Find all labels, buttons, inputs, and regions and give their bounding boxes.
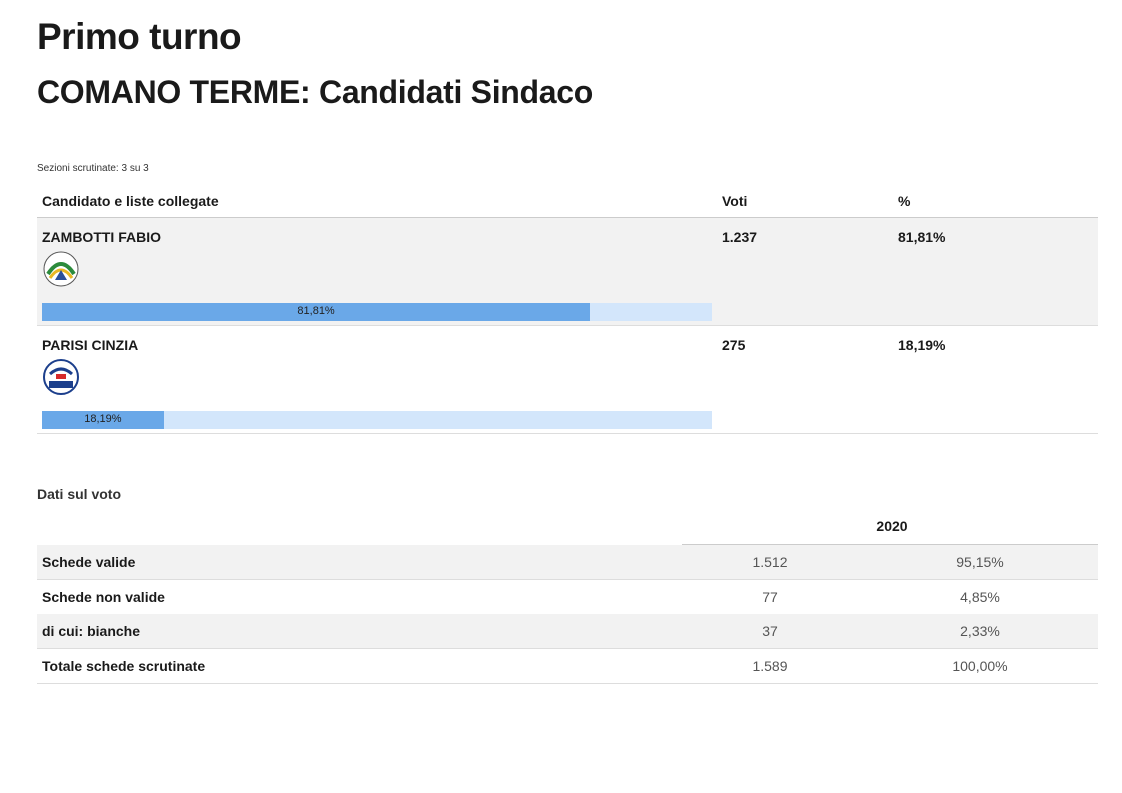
vote-row: Totale schede scrutinate 1.589 100,00% <box>37 649 1098 684</box>
vote-row: Schede non valide 77 4,85% <box>37 580 1098 615</box>
row-label: Schede non valide <box>42 589 165 605</box>
sections-note: Sezioni scrutinate: 3 su 3 <box>37 163 149 174</box>
section-title: Dati sul voto <box>37 486 122 502</box>
percent-bar: 18,19% <box>42 411 164 429</box>
row-label: Schede valide <box>42 554 136 570</box>
candidate-name: ZAMBOTTI FABIO <box>42 229 161 245</box>
candidate-name: PARISI CINZIA <box>42 337 139 353</box>
percent-bar: 81,81% <box>42 303 591 321</box>
row-label: di cui: bianche <box>42 623 141 639</box>
row-percent: 4,85% <box>960 589 1000 605</box>
header-rule <box>682 544 1098 545</box>
row-count: 1.589 <box>752 658 788 674</box>
row-count: 37 <box>762 623 778 639</box>
header-rule <box>37 217 1098 218</box>
row-count: 77 <box>762 589 778 605</box>
candidate-row: ZAMBOTTI FABIO 1.237 81,81% 81,81% <box>37 218 1098 326</box>
candidate-row: PARISI CINZIA 275 18,19% 18,19% <box>37 326 1098 434</box>
vote-row: di cui: bianche 37 2,33% <box>37 614 1098 649</box>
candidate-percent: 18,19% <box>898 337 946 353</box>
vote-row: Schede valide 1.512 95,15% <box>37 545 1098 580</box>
bar-label: 81,81% <box>297 305 335 317</box>
row-percent: 2,33% <box>960 623 1000 639</box>
year-header: 2020 <box>876 518 908 534</box>
page-subtitle: COMANO TERME: Candidati Sindaco <box>37 74 594 110</box>
row-percent: 95,15% <box>956 554 1004 570</box>
column-header: Voti <box>722 193 748 209</box>
row-count: 1.512 <box>752 554 788 570</box>
list-logo <box>43 251 79 287</box>
candidate-votes: 275 <box>722 337 746 353</box>
page-title: Primo turno <box>37 16 242 57</box>
bar-track: 81,81% <box>42 303 712 321</box>
bar-label: 18,19% <box>84 413 122 425</box>
row-percent: 100,00% <box>952 658 1008 674</box>
bar-track: 18,19% <box>42 411 712 429</box>
column-header: Candidato e liste collegate <box>42 193 219 209</box>
row-label: Totale schede scrutinate <box>42 658 206 674</box>
candidate-votes: 1.237 <box>722 229 758 245</box>
column-header: % <box>898 193 911 209</box>
list-logo <box>43 359 79 395</box>
candidate-percent: 81,81% <box>898 229 946 245</box>
